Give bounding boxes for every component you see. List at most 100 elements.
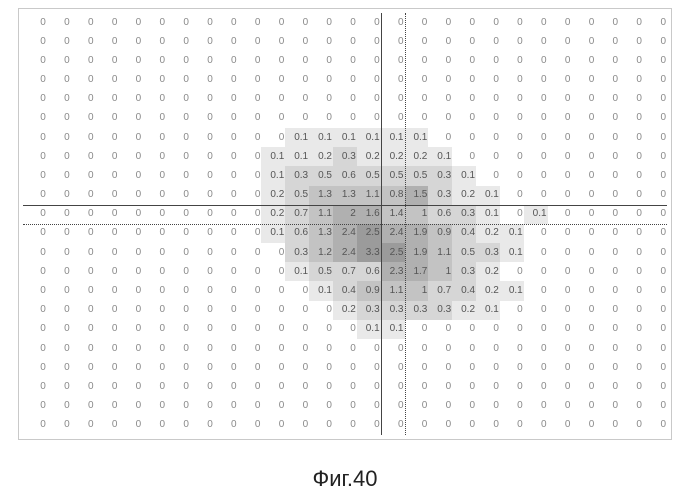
heatmap-cell: 0.5 xyxy=(309,166,333,185)
heatmap-cell: 0 xyxy=(309,51,333,70)
heatmap-cell: 0.3 xyxy=(285,166,309,185)
heatmap-cell: 0.4 xyxy=(452,281,476,300)
heatmap-cell: 0 xyxy=(71,224,95,243)
heatmap-cell: 0 xyxy=(357,396,381,415)
heatmap-cell: 0.1 xyxy=(428,147,452,166)
heatmap-cell: 0 xyxy=(333,416,357,435)
heatmap-cell: 0 xyxy=(405,109,429,128)
heatmap-cell: 0 xyxy=(261,90,285,109)
heatmap-cell: 0 xyxy=(643,71,667,90)
heatmap-cell: 0 xyxy=(95,262,119,281)
heatmap-cell: 0 xyxy=(23,339,47,358)
heatmap-cell: 0 xyxy=(643,339,667,358)
heatmap-cell: 0 xyxy=(23,71,47,90)
heatmap-cell: 0 xyxy=(285,377,309,396)
heatmap-cell: 0 xyxy=(95,186,119,205)
heatmap-cell: 0 xyxy=(190,186,214,205)
heatmap-cell: 0 xyxy=(333,32,357,51)
heatmap-cell: 0 xyxy=(524,243,548,262)
heatmap-cell: 0 xyxy=(500,320,524,339)
heatmap-cell: 0 xyxy=(47,358,71,377)
heatmap-cell: 0 xyxy=(118,339,142,358)
heatmap-cell: 0.6 xyxy=(357,262,381,281)
heatmap-cell: 0 xyxy=(619,358,643,377)
heatmap-cell: 0 xyxy=(571,281,595,300)
heatmap-cell: 0 xyxy=(452,71,476,90)
heatmap-cell: 0 xyxy=(71,243,95,262)
heatmap-cell: 0 xyxy=(118,90,142,109)
heatmap-cell: 0 xyxy=(643,224,667,243)
heatmap-cell: 0 xyxy=(357,51,381,70)
heatmap-cell: 0 xyxy=(571,186,595,205)
heatmap-cell: 0 xyxy=(619,128,643,147)
heatmap-cell: 0.1 xyxy=(500,281,524,300)
heatmap-cell: 0 xyxy=(524,301,548,320)
heatmap-cell: 0 xyxy=(643,128,667,147)
center-hline-bottom xyxy=(23,224,667,225)
heatmap-cell: 0.1 xyxy=(524,205,548,224)
heatmap-cell: 0 xyxy=(118,32,142,51)
heatmap-cell: 0 xyxy=(500,147,524,166)
heatmap-cell: 0 xyxy=(571,147,595,166)
heatmap-cell: 0 xyxy=(476,32,500,51)
heatmap-cell: 0.1 xyxy=(381,320,405,339)
heatmap-cell: 0 xyxy=(619,186,643,205)
heatmap-cell: 0 xyxy=(238,13,262,32)
heatmap-cell: 0 xyxy=(571,166,595,185)
heatmap-cell: 0 xyxy=(166,396,190,415)
heatmap-cell: 0 xyxy=(476,416,500,435)
heatmap-cell: 0 xyxy=(23,243,47,262)
heatmap-cell: 0 xyxy=(452,51,476,70)
heatmap-cell: 0 xyxy=(381,51,405,70)
heatmap-cell: 0 xyxy=(452,416,476,435)
heatmap-cell: 0 xyxy=(166,224,190,243)
heatmap-cell: 0 xyxy=(452,377,476,396)
heatmap-cell: 0 xyxy=(643,358,667,377)
heatmap-cell: 0 xyxy=(595,339,619,358)
heatmap-cell: 0 xyxy=(118,147,142,166)
heatmap-cell: 0 xyxy=(95,396,119,415)
heatmap-cell: 0 xyxy=(261,396,285,415)
heatmap-cell: 0.9 xyxy=(428,224,452,243)
heatmap-cell: 0 xyxy=(381,339,405,358)
heatmap-cell: 0 xyxy=(142,262,166,281)
heatmap-cell: 0.2 xyxy=(452,301,476,320)
heatmap-cell: 0 xyxy=(23,186,47,205)
figure-frame: 0000000000000000000000000000000000000000… xyxy=(18,8,672,440)
heatmap-cell: 0 xyxy=(23,13,47,32)
heatmap-cell: 0 xyxy=(214,358,238,377)
heatmap-cell: 0 xyxy=(23,320,47,339)
heatmap-cell: 0.6 xyxy=(285,224,309,243)
heatmap-cell: 0 xyxy=(500,128,524,147)
heatmap-cell: 0.7 xyxy=(333,262,357,281)
heatmap-cell: 0 xyxy=(71,205,95,224)
heatmap-cell: 0 xyxy=(381,71,405,90)
heatmap-cell: 0 xyxy=(571,339,595,358)
heatmap-cell: 0 xyxy=(95,109,119,128)
heatmap-cell: 0.1 xyxy=(357,320,381,339)
heatmap-cell: 0 xyxy=(619,281,643,300)
heatmap-cell: 0 xyxy=(548,166,572,185)
heatmap-cell: 0 xyxy=(166,109,190,128)
heatmap-cell: 0 xyxy=(47,301,71,320)
heatmap-cell: 0 xyxy=(452,320,476,339)
heatmap-cell: 0 xyxy=(452,339,476,358)
heatmap-cell: 1.3 xyxy=(309,186,333,205)
heatmap-cell: 0 xyxy=(619,377,643,396)
heatmap-cell: 0 xyxy=(595,358,619,377)
heatmap-cell: 0 xyxy=(214,71,238,90)
heatmap-cell: 0 xyxy=(428,128,452,147)
heatmap-cell: 0 xyxy=(71,32,95,51)
heatmap-cell: 0 xyxy=(214,396,238,415)
heatmap-cell: 0 xyxy=(47,109,71,128)
heatmap-cell: 0 xyxy=(285,90,309,109)
heatmap-cell: 0 xyxy=(476,147,500,166)
heatmap-cell: 0 xyxy=(47,320,71,339)
heatmap-cell: 0 xyxy=(595,13,619,32)
heatmap-cell: 0 xyxy=(261,243,285,262)
heatmap-cell: 0 xyxy=(548,128,572,147)
heatmap-cell: 0 xyxy=(118,128,142,147)
heatmap-grid: 0000000000000000000000000000000000000000… xyxy=(23,13,667,435)
heatmap-cell: 0 xyxy=(190,51,214,70)
heatmap-cell: 0 xyxy=(309,358,333,377)
